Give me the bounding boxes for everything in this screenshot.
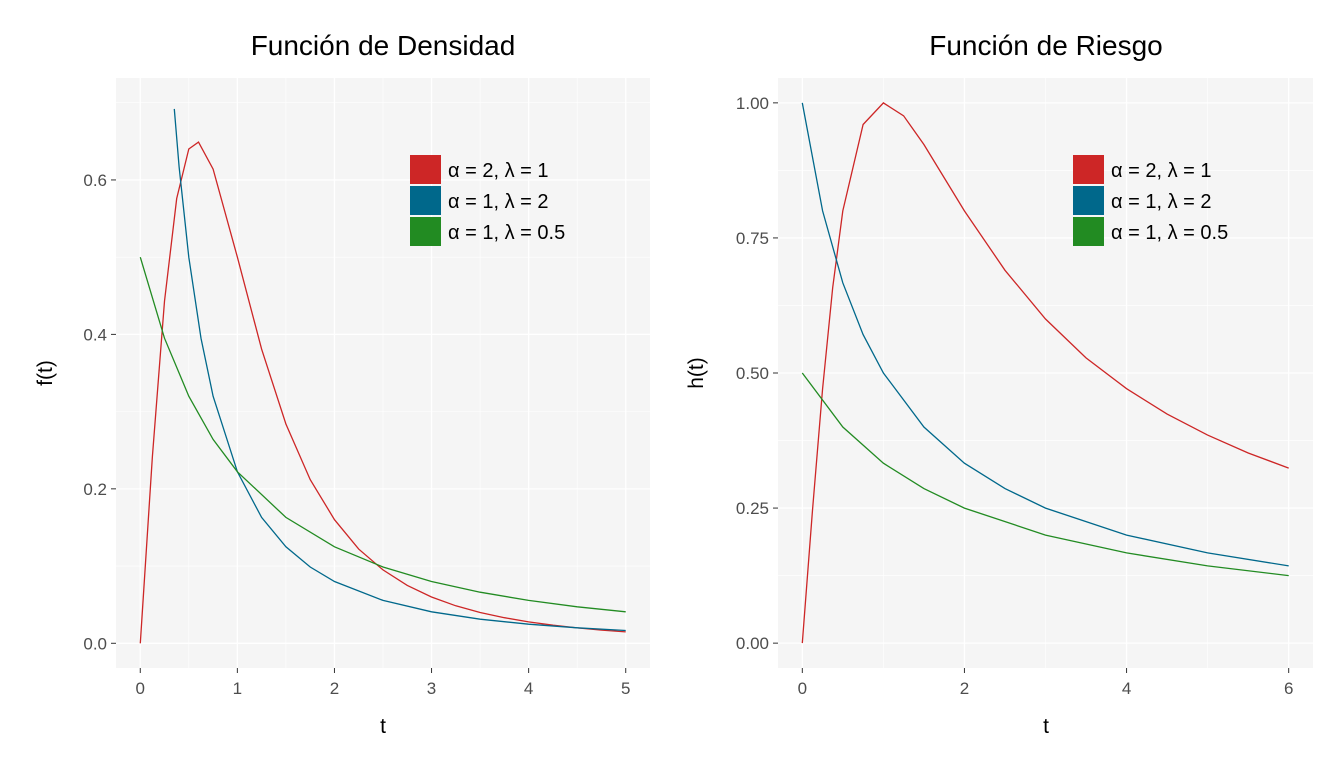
x-tick-label: 6	[1284, 679, 1293, 698]
density-panel: Función de Densidad t f(t) 0 1 2 3 4 5 0.0 0.2 0…	[34, 30, 650, 738]
legend-swatch-blue	[410, 186, 441, 215]
x-tick-label: 2	[330, 679, 339, 698]
legend-swatch-green	[410, 217, 441, 246]
series-line-blue	[173, 108, 626, 632]
legend-label-blue: α = 1, λ = 2	[1111, 191, 1212, 213]
y-tick-label: 0.0	[83, 634, 107, 653]
legend-swatch-blue	[1073, 186, 1104, 215]
y-tick-label: 0.50	[736, 364, 769, 383]
x-tick-label: 2	[960, 679, 969, 698]
hazard-title: Función de Riesgo	[929, 30, 1162, 61]
hazard-panel: Función de Riesgo t h(t) 0 2 4 6 0.00 0.25 0.5…	[685, 30, 1313, 738]
y-tick-label: 0.00	[736, 634, 769, 653]
y-tick-label: 0.6	[83, 171, 107, 190]
series-line-blue	[801, 102, 1289, 567]
density-y-label: f(t)	[34, 360, 57, 386]
x-tick-label: 3	[427, 679, 436, 698]
x-tick-label: 0	[136, 679, 145, 698]
y-tick-label: 0.4	[83, 325, 107, 344]
series-line-green	[801, 372, 1289, 577]
density-x-label: t	[380, 715, 386, 738]
x-tick-label: 4	[1122, 679, 1131, 698]
density-title: Función de Densidad	[251, 30, 516, 61]
x-tick-label: 1	[233, 679, 242, 698]
x-tick-label: 0	[798, 679, 807, 698]
legend-label-blue: α = 1, λ = 2	[448, 191, 549, 213]
y-tick-label: 0.2	[83, 480, 107, 499]
legend-swatch-red	[1073, 155, 1104, 184]
legend-label-green: α = 1, λ = 0.5	[448, 222, 565, 244]
hazard-x-label: t	[1043, 715, 1049, 738]
legend-swatch-red	[410, 155, 441, 184]
series-line-red	[139, 141, 626, 644]
legend-label-red: α = 2, λ = 1	[448, 160, 549, 182]
x-tick-label: 4	[524, 679, 533, 698]
y-tick-label: 0.75	[736, 229, 769, 248]
legend-swatch-green	[1073, 217, 1104, 246]
legend-label-green: α = 1, λ = 0.5	[1111, 222, 1228, 244]
series-line-green	[139, 257, 626, 613]
x-tick-label: 5	[621, 679, 630, 698]
legend-label-red: α = 2, λ = 1	[1111, 160, 1212, 182]
hazard-y-label: h(t)	[685, 357, 708, 389]
series-line-red	[801, 102, 1289, 644]
y-tick-label: 0.25	[736, 499, 769, 518]
y-tick-label: 1.00	[736, 94, 769, 113]
